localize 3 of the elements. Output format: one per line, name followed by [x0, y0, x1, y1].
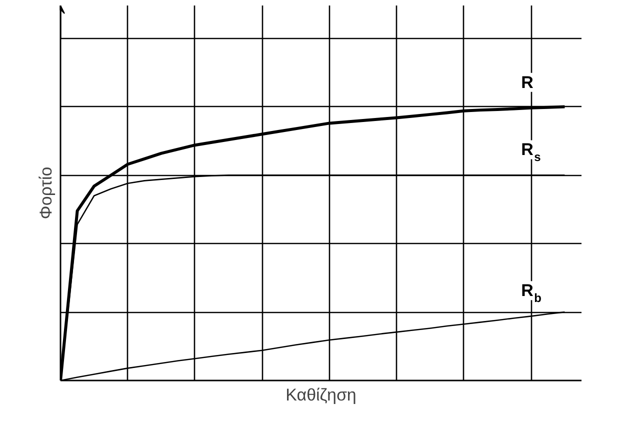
x-axis-title: Καθίζηση [286, 386, 356, 404]
y-axis-title: Φορτίο [36, 166, 56, 220]
series-label: R [521, 72, 534, 92]
